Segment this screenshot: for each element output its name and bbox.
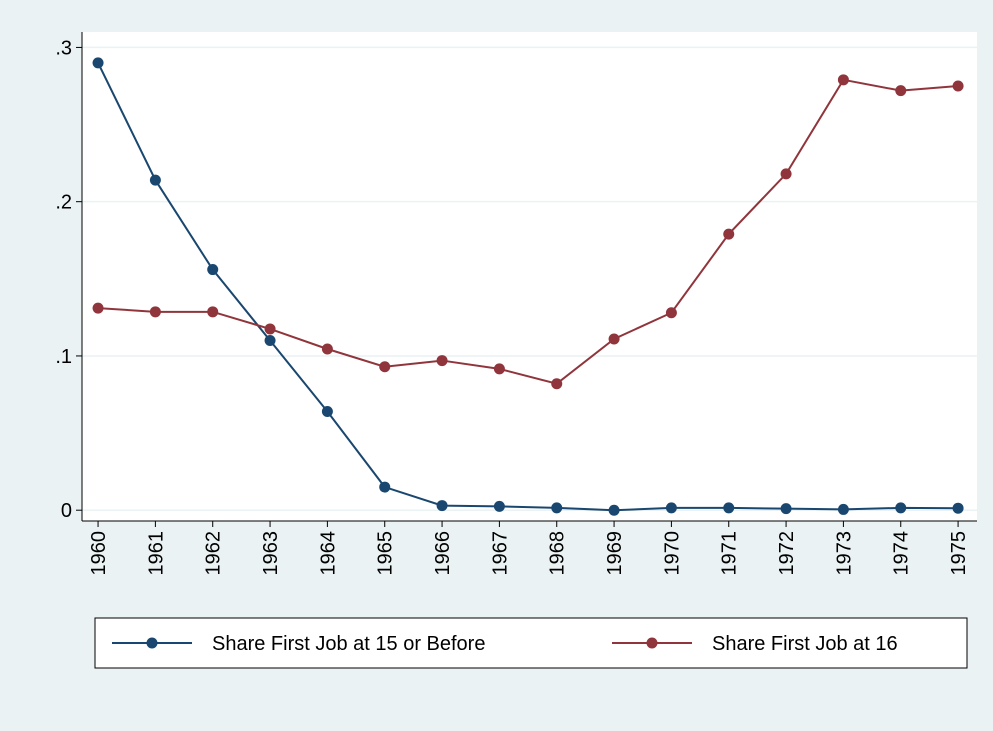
point [723, 502, 735, 514]
x-tick-label: 1975 [948, 531, 970, 576]
point [723, 228, 735, 240]
point [608, 333, 620, 345]
x-tick-label: 1968 [547, 531, 569, 576]
point [264, 335, 276, 347]
y-tick-label: .3 [55, 37, 72, 59]
x-tick-label: 1974 [891, 531, 913, 576]
point [837, 74, 849, 86]
x-tick-label: 1963 [260, 531, 282, 576]
point [436, 355, 448, 367]
legend-marker [146, 637, 158, 649]
point [493, 500, 505, 512]
x-tick-label: 1965 [375, 531, 397, 576]
point [608, 504, 620, 516]
point [895, 85, 907, 97]
point [665, 502, 677, 514]
point [780, 168, 792, 180]
x-tick-label: 1971 [719, 531, 741, 576]
x-tick-label: 1973 [833, 531, 855, 576]
x-tick-label: 1966 [432, 531, 454, 576]
x-tick-label: 1961 [145, 531, 167, 576]
x-tick-label: 1970 [661, 531, 683, 576]
legend-label: Share First Job at 15 or Before [212, 633, 485, 655]
point [379, 481, 391, 493]
point [321, 343, 333, 355]
y-tick-label: .2 [55, 192, 72, 214]
x-tick-label: 1962 [203, 531, 225, 576]
series-line [97, 62, 959, 512]
point [952, 502, 964, 514]
point [264, 323, 276, 335]
point [92, 57, 104, 69]
point [207, 264, 219, 276]
series-line [97, 78, 959, 385]
point [207, 306, 219, 318]
point [665, 307, 677, 319]
legend-marker [646, 637, 658, 649]
point [149, 174, 161, 186]
point [952, 80, 964, 92]
point [895, 502, 907, 514]
x-tick-label: 1972 [776, 531, 798, 576]
plot-area [82, 32, 977, 521]
point [149, 306, 161, 318]
y-tick-label: 0 [61, 500, 72, 522]
x-tick-label: 1964 [317, 531, 339, 576]
point [837, 503, 849, 515]
point [379, 361, 391, 373]
y-tick-label: .1 [55, 346, 72, 368]
x-tick-label: 1967 [489, 531, 511, 576]
x-tick-label: 1960 [88, 531, 110, 576]
legend-label: Share First Job at 16 [712, 633, 898, 655]
point [780, 503, 792, 515]
x-tick-label: 1969 [604, 531, 626, 576]
point [493, 363, 505, 375]
point [436, 500, 448, 512]
point [551, 378, 563, 390]
point [92, 302, 104, 314]
legend [94, 617, 968, 669]
point [321, 405, 333, 417]
point [551, 502, 563, 514]
